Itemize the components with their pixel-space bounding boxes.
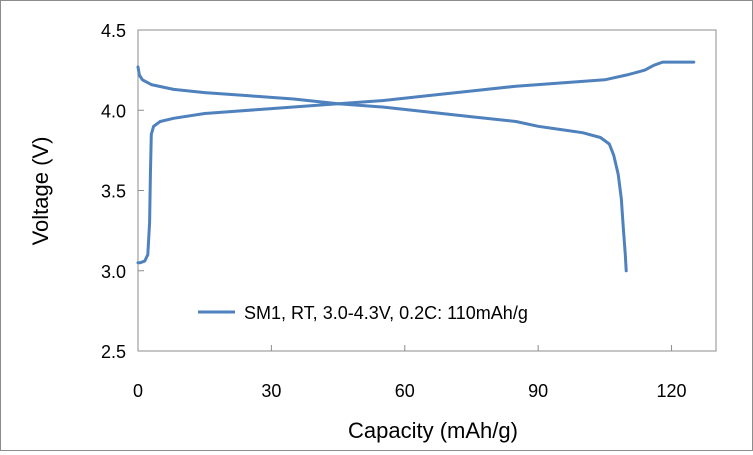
legend: SM1, RT, 3.0-4.3V, 0.2C: 110mAh/g bbox=[198, 303, 528, 323]
axis-tick-labels: 0 30 60 90 120 2.5 3.0 3.5 4.0 4.5 bbox=[101, 21, 687, 401]
y-tick-label: 3.0 bbox=[101, 262, 126, 282]
series-layer bbox=[136, 60, 696, 273]
series-line-charge bbox=[136, 60, 696, 265]
series-line-discharge bbox=[136, 65, 628, 273]
axis-ticks bbox=[137, 29, 673, 352]
y-axis-title: Voltage (V) bbox=[28, 137, 53, 246]
x-tick-label: 60 bbox=[395, 381, 415, 401]
y-tick-label: 4.5 bbox=[101, 21, 126, 41]
x-tick-label: 0 bbox=[133, 381, 143, 401]
y-tick-label: 3.5 bbox=[101, 182, 126, 202]
legend-label: SM1, RT, 3.0-4.3V, 0.2C: 110mAh/g bbox=[244, 303, 528, 323]
y-tick-label: 4.0 bbox=[101, 101, 126, 121]
x-tick-label: 90 bbox=[528, 381, 548, 401]
y-tick-label: 2.5 bbox=[101, 342, 126, 362]
x-tick-label: 120 bbox=[657, 381, 687, 401]
x-tick-label: 30 bbox=[261, 381, 281, 401]
x-axis-title: Capacity (mAh/g) bbox=[348, 418, 518, 443]
